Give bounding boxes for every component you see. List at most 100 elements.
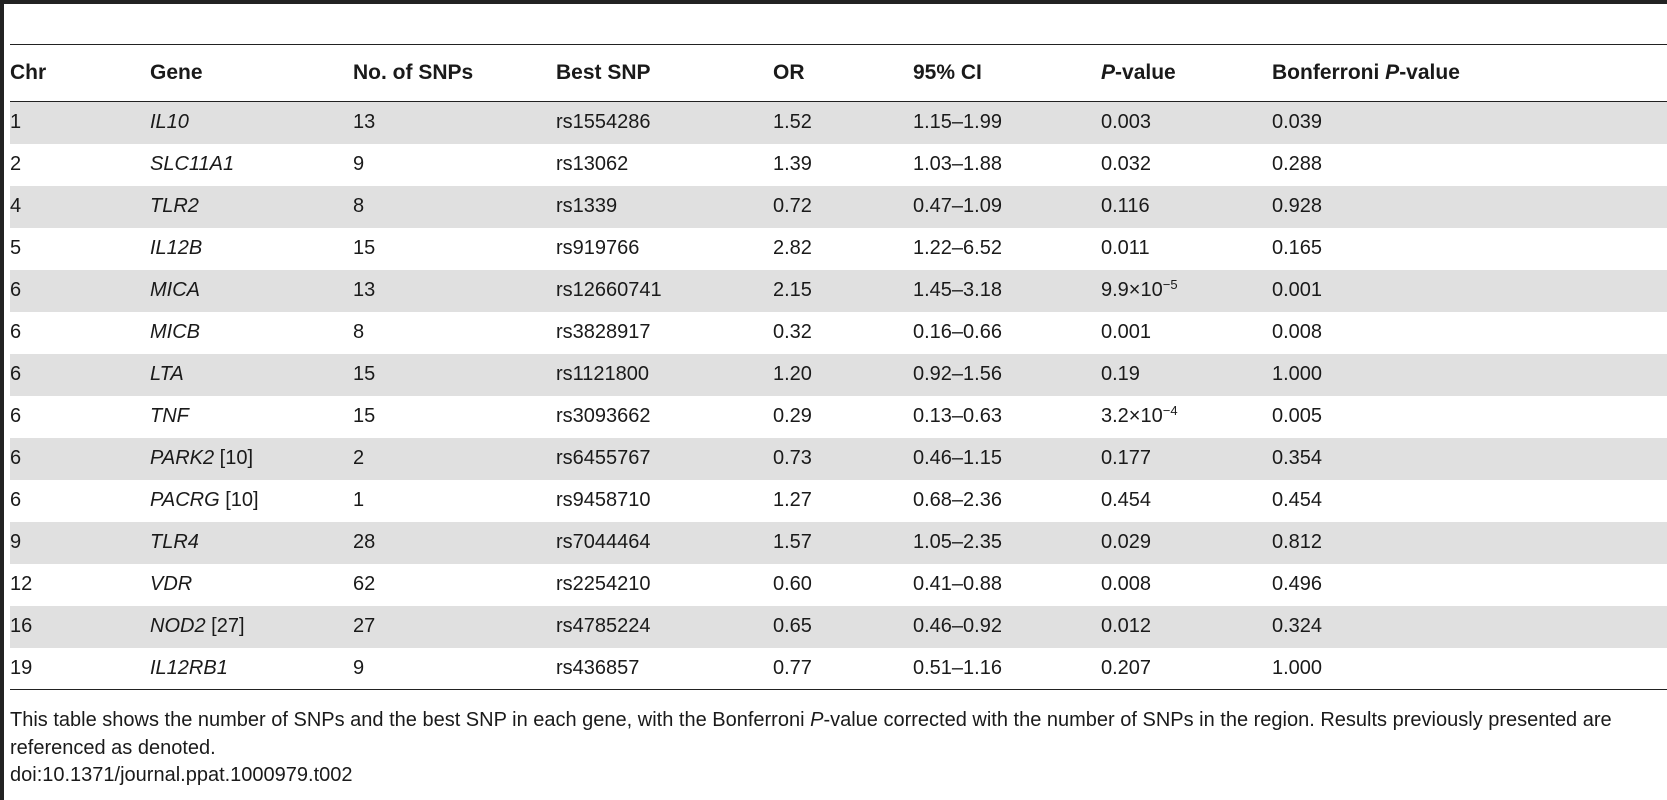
cell-pvalue: 0.207 xyxy=(1101,648,1272,690)
cell-gene: IL12RB1 xyxy=(150,648,353,690)
col-header-or: OR xyxy=(773,61,805,84)
cell-pvalue: 9.9×10−5 xyxy=(1101,270,1272,312)
cell-chr: 5 xyxy=(10,237,22,259)
pvalue-mantissa: 0.011 xyxy=(1101,237,1150,259)
table-header-row: Chr Gene No. of SNPs Best SNP OR 95% CI … xyxy=(10,44,1667,102)
cell-or: 0.29 xyxy=(773,405,812,427)
bonferroni-prefix-label: Bonferroni xyxy=(1272,61,1386,84)
cell-ci: 1.05–2.35 xyxy=(913,531,1002,553)
cell-pvalue: 0.029 xyxy=(1101,522,1272,564)
pvalue-mantissa: 3.2×10 xyxy=(1101,405,1163,427)
pvalue-mantissa: 0.012 xyxy=(1101,615,1152,637)
snp-association-table: Chr Gene No. of SNPs Best SNP OR 95% CI … xyxy=(10,44,1667,690)
cell-gene: PARK2 [10] xyxy=(150,438,353,480)
cell-best-snp: rs1121800 xyxy=(556,363,650,385)
pvalue-mantissa: 0.001 xyxy=(1101,321,1152,343)
cell-chr: 6 xyxy=(10,489,22,511)
col-header-bonferroni: Bonferroni P-value xyxy=(1272,45,1667,102)
cell-gene: IL10 xyxy=(150,102,353,144)
pvalue-mantissa: 0.029 xyxy=(1101,531,1152,553)
gene-name: TNF xyxy=(150,405,189,427)
cell-best-snp: rs6455767 xyxy=(556,447,651,469)
gene-name: VDR xyxy=(150,573,193,595)
col-header-ci: 95% CI xyxy=(913,61,982,84)
table-row: 9 TLR4 28 rs7044464 1.57 1.05–2.35 0.029 0.812 xyxy=(10,521,1667,564)
cell-ci: 0.13–0.63 xyxy=(913,405,1002,427)
cell-pvalue: 0.003 xyxy=(1101,102,1272,144)
cell-chr: 19 xyxy=(10,656,33,679)
cell-bonferroni: 0.454 xyxy=(1272,489,1323,511)
cell-bonferroni: 0.354 xyxy=(1272,447,1323,469)
bonferroni-suffix-label: -value xyxy=(1399,61,1460,84)
gene-reference: [10] xyxy=(214,447,254,469)
gene-name: TLR4 xyxy=(150,531,199,553)
gene-name: SLC11A1 xyxy=(150,153,235,175)
cell-chr: 6 xyxy=(10,447,22,469)
cell-chr: 1 xyxy=(10,111,22,134)
cell-or: 2.82 xyxy=(773,237,812,259)
cell-or: 1.20 xyxy=(773,363,812,385)
cell-bonferroni: 0.324 xyxy=(1272,615,1323,637)
pvalue-mantissa: 9.9×10 xyxy=(1101,279,1163,301)
cell-or: 1.27 xyxy=(773,489,812,511)
cell-best-snp: rs9458710 xyxy=(556,489,651,511)
cell-ci: 0.47–1.09 xyxy=(913,195,1002,217)
left-border-rule xyxy=(0,0,4,800)
col-header-chr: Chr xyxy=(10,61,47,84)
cell-ci: 0.51–1.16 xyxy=(913,656,1002,679)
cell-or: 1.52 xyxy=(773,111,812,134)
cell-num-snps: 15 xyxy=(353,363,376,385)
cell-pvalue: 0.177 xyxy=(1101,438,1272,480)
cell-num-snps: 62 xyxy=(353,573,376,595)
col-header-pvalue: P-value xyxy=(1101,45,1272,102)
cell-chr: 6 xyxy=(10,279,22,301)
cell-bonferroni: 0.008 xyxy=(1272,321,1323,343)
gene-name: TLR2 xyxy=(150,195,199,217)
table-row: 19 IL12RB1 9 rs436857 0.77 0.51–1.16 0.207 1.00… xyxy=(10,648,1667,690)
cell-or: 2.15 xyxy=(773,279,812,301)
cell-num-snps: 8 xyxy=(353,321,365,343)
cell-or: 0.77 xyxy=(773,656,812,679)
pvalue-mantissa: 0.207 xyxy=(1101,656,1152,679)
cell-best-snp: rs919766 xyxy=(556,237,640,259)
cell-or: 1.39 xyxy=(773,153,812,175)
cell-num-snps: 13 xyxy=(353,279,376,301)
gene-name: NOD2 xyxy=(150,615,206,637)
cell-num-snps: 27 xyxy=(353,615,376,637)
cell-ci: 0.46–0.92 xyxy=(913,615,1002,637)
cell-chr: 6 xyxy=(10,363,22,385)
cell-pvalue: 0.011 xyxy=(1101,228,1272,270)
cell-best-snp: rs1339 xyxy=(556,195,618,217)
cell-num-snps: 2 xyxy=(353,447,365,469)
table-row: 6 PACRG [10] 1 rs9458710 1.27 0.68–2.36 0.454 0… xyxy=(10,480,1667,522)
cell-ci: 0.46–1.15 xyxy=(913,447,1002,469)
table-row: 6 LTA 15 rs1121800 1.20 0.92–1.56 0.19 1.000 xyxy=(10,353,1667,396)
gene-name: IL12RB1 xyxy=(150,656,228,679)
table-footnote: This table shows the number of SNPs and … xyxy=(10,706,1665,762)
cell-ci: 0.92–1.56 xyxy=(913,363,1002,385)
cell-gene: NOD2 [27] xyxy=(150,606,353,648)
cell-gene: IL12B xyxy=(150,228,353,270)
gene-name: LTA xyxy=(150,363,184,385)
cell-pvalue: 0.001 xyxy=(1101,312,1272,354)
cell-gene: TNF xyxy=(150,396,353,438)
bonferroni-p-label: P xyxy=(1385,61,1400,84)
pvalue-mantissa: 0.008 xyxy=(1101,573,1152,595)
cell-gene: SLC11A1 xyxy=(150,144,353,186)
cell-bonferroni: 0.005 xyxy=(1272,405,1323,427)
cell-bonferroni: 0.039 xyxy=(1272,111,1323,134)
table-row: 5 IL12B 15 rs919766 2.82 1.22–6.52 0.011 0.165 xyxy=(10,228,1667,270)
gene-name: PARK2 xyxy=(150,447,215,469)
table-row: 12 VDR 62 rs2254210 0.60 0.41–0.88 0.008 0.496 xyxy=(10,564,1667,606)
table-row: 6 MICA 13 rs12660741 2.15 1.45–3.18 9.9×10−5 0.… xyxy=(10,269,1667,312)
cell-or: 0.72 xyxy=(773,195,812,217)
cell-gene: MICB xyxy=(150,312,353,354)
table-row: 6 MICB 8 rs3828917 0.32 0.16–0.66 0.001 0.008 xyxy=(10,312,1667,354)
cell-pvalue: 0.19 xyxy=(1101,354,1272,396)
cell-pvalue: 3.2×10−4 xyxy=(1101,396,1272,438)
cell-num-snps: 9 xyxy=(353,153,365,175)
cell-best-snp: rs3093662 xyxy=(556,405,651,427)
cell-bonferroni: 1.000 xyxy=(1272,656,1323,679)
cell-num-snps: 15 xyxy=(353,405,376,427)
cell-pvalue: 0.008 xyxy=(1101,564,1272,606)
